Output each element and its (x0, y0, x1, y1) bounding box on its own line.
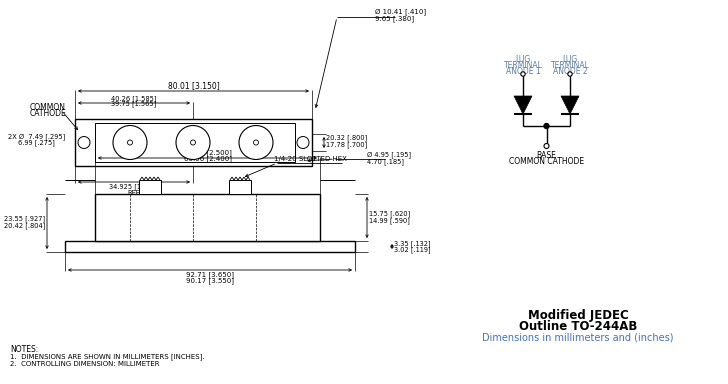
Text: ANODE 1: ANODE 1 (506, 68, 540, 76)
Text: 92.71 [3.650]: 92.71 [3.650] (186, 271, 234, 278)
Bar (75, 119, 312, 166)
Text: 14.99 [.590]: 14.99 [.590] (369, 217, 410, 224)
Text: 15.75 [.620]: 15.75 [.620] (369, 210, 411, 217)
Text: 23.55 [.927]: 23.55 [.927] (4, 216, 45, 222)
Circle shape (568, 72, 572, 76)
Circle shape (113, 126, 147, 159)
Text: 2X Ø  7.49 [.295]: 2X Ø 7.49 [.295] (8, 133, 66, 140)
Text: Modified JEDEC: Modified JEDEC (528, 310, 628, 323)
Text: 3.02 [.119]: 3.02 [.119] (394, 246, 431, 253)
Text: LUG: LUG (562, 56, 577, 65)
Text: 80.01 [3.150]: 80.01 [3.150] (167, 81, 219, 91)
Text: 6.99 [.275]: 6.99 [.275] (18, 139, 55, 146)
Text: Ø 10.41 [.410]: Ø 10.41 [.410] (375, 8, 426, 15)
Text: 40.26 [1.585]: 40.26 [1.585] (111, 96, 157, 103)
Text: 90.17 [3.550]: 90.17 [3.550] (186, 278, 234, 285)
Text: LUG: LUG (515, 56, 531, 65)
Text: 9.65 [.380]: 9.65 [.380] (375, 16, 414, 22)
Text: 63.50 [2.500]: 63.50 [2.500] (183, 150, 232, 156)
Text: COMMON: COMMON (30, 103, 66, 111)
Bar (95, 194, 320, 241)
Text: 1.  DIMENSIONS ARE SHOWN IN MILLIMETERS [INCHES].: 1. DIMENSIONS ARE SHOWN IN MILLIMETERS [… (10, 354, 205, 360)
Polygon shape (561, 96, 579, 114)
Text: Dimensions in millimeters and (inches): Dimensions in millimeters and (inches) (482, 333, 673, 343)
Text: Ø 4.95 [.195]: Ø 4.95 [.195] (367, 152, 411, 159)
Bar (229, 180, 251, 194)
Bar (95, 123, 295, 162)
Circle shape (544, 144, 549, 149)
Text: 60.96 [2.400]: 60.96 [2.400] (183, 156, 232, 162)
Bar (65, 241, 355, 252)
Text: 17.78 [.700]: 17.78 [.700] (326, 141, 367, 148)
Text: TERMINAL: TERMINAL (504, 61, 542, 71)
Text: NOTES:: NOTES: (10, 344, 39, 354)
Text: 20.32 [.800]: 20.32 [.800] (326, 134, 367, 141)
Text: 34.925 [1.375]: 34.925 [1.375] (109, 184, 159, 190)
Polygon shape (514, 96, 532, 114)
Text: Outline TO-244AB: Outline TO-244AB (519, 321, 637, 333)
Circle shape (544, 124, 549, 129)
Text: 1/4-20 SLOTTED HEX: 1/4-20 SLOTTED HEX (274, 156, 347, 162)
Text: REF.: REF. (127, 190, 141, 196)
Circle shape (78, 136, 90, 149)
Circle shape (239, 126, 273, 159)
Circle shape (297, 136, 309, 149)
Circle shape (176, 126, 210, 159)
Text: 3.35 [.132]: 3.35 [.132] (394, 240, 431, 247)
Text: 4.70 [.185]: 4.70 [.185] (367, 159, 404, 166)
Text: ANODE 2: ANODE 2 (553, 68, 587, 76)
Text: 20.42 [.804]: 20.42 [.804] (4, 223, 45, 229)
Text: CATHODE: CATHODE (30, 109, 67, 119)
Circle shape (127, 140, 132, 145)
Text: 2.  CONTROLLING DIMENSION: MILLIMETER: 2. CONTROLLING DIMENSION: MILLIMETER (10, 361, 159, 367)
Circle shape (521, 72, 525, 76)
Text: BASE: BASE (537, 151, 556, 159)
Circle shape (191, 140, 196, 145)
Text: COMMON CATHODE: COMMON CATHODE (509, 157, 584, 167)
Text: 39.75 [1.565]: 39.75 [1.565] (111, 101, 157, 108)
Circle shape (253, 140, 258, 145)
Bar (139, 180, 161, 194)
Text: TERMINAL: TERMINAL (550, 61, 590, 71)
